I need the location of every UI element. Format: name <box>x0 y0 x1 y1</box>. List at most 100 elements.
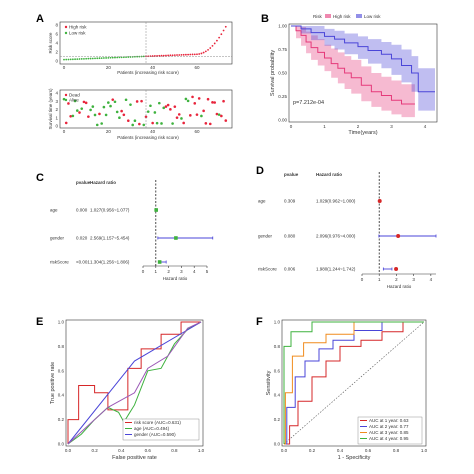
risk-score-point <box>187 53 190 56</box>
risk-score-point <box>213 42 216 45</box>
risk-score-point <box>127 56 130 58</box>
dead-point <box>78 111 81 114</box>
risk-score-point <box>105 57 108 59</box>
forest-row-hr: 1.029(0.962~1.000) <box>316 199 356 204</box>
risk-score-point <box>87 57 90 60</box>
alive-point <box>104 113 108 117</box>
risk-score-point <box>107 56 110 59</box>
b-legend-low: Low risk <box>364 14 381 19</box>
forest-row-label: riskScore <box>50 260 69 265</box>
roc-curve <box>284 321 424 445</box>
risk-score-point <box>160 54 163 57</box>
risk-score-point <box>180 53 183 56</box>
dead-point <box>169 108 172 111</box>
alive-point <box>124 98 128 102</box>
roc-legend-label: AUC at 2 year: 0.77 <box>369 424 409 429</box>
risk-score-point <box>218 36 221 39</box>
alive-point <box>162 106 166 110</box>
forest-row-hr: 1.304(1.256~1.806) <box>90 260 130 265</box>
alive-point <box>160 122 163 125</box>
roc-xtick: 1.0 <box>421 448 428 453</box>
risk-score-point <box>78 58 81 60</box>
a-top-xtick: 20 <box>106 65 112 70</box>
legend-alive-marker <box>64 98 68 102</box>
alive-point <box>153 111 157 114</box>
risk-score-point <box>100 57 103 60</box>
risk-score-point <box>98 57 101 60</box>
b-pvalue: p=7.212e-04 <box>293 100 324 106</box>
forest-row-hr: 2.569(1.157~5.454) <box>90 236 130 241</box>
risk-score-point <box>65 58 68 61</box>
b-xlabel: Time(years) <box>348 130 377 136</box>
dead-point <box>120 109 123 113</box>
risk-score-point <box>198 53 201 55</box>
a-top-xtick: 40 <box>150 65 156 70</box>
dead-point <box>224 119 228 122</box>
alive-point <box>133 119 137 123</box>
panel-label-b: B <box>261 13 269 25</box>
forest-xtick: 0 <box>361 277 364 282</box>
legend-dead-marker <box>64 93 68 97</box>
forest-header-hr: Hazard ratio <box>316 172 342 177</box>
a-bottom-ylabel: Survival time (years) <box>48 88 53 130</box>
dead-point <box>111 98 115 101</box>
alive-point <box>149 104 152 108</box>
dead-point <box>135 100 139 103</box>
dead-point <box>144 115 148 119</box>
b-xtick: 4 <box>424 124 427 129</box>
dead-point <box>140 99 143 103</box>
alive-point <box>217 113 221 116</box>
alive-point <box>109 104 112 108</box>
roc-legend-box <box>122 418 200 441</box>
risk-score-point <box>142 55 145 58</box>
forest-row-label: age <box>258 199 266 204</box>
roc-xtick: 1.0 <box>198 448 205 453</box>
b-xtick: 2 <box>357 124 360 129</box>
dead-point <box>211 101 214 104</box>
alive-point <box>146 110 150 113</box>
risk-score-point <box>207 48 209 51</box>
forest-hr-marker <box>154 208 158 212</box>
forest-row-pvalue: 0.080 <box>284 234 296 239</box>
alive-point <box>200 114 203 118</box>
forest-header-pvalue: pvalue <box>76 180 91 185</box>
dead-point <box>215 112 219 116</box>
legend-high-label: High risk <box>69 25 87 30</box>
dead-point <box>164 105 168 108</box>
dead-point <box>182 121 185 125</box>
panel-b-km-curve: 0 1 2 3 4 0.00 0.25 0.50 0.75 1.00 Time(years) Surv… <box>270 14 438 136</box>
a-top-ytick: 6 <box>55 32 58 37</box>
forest-row-label: gender <box>50 236 65 241</box>
forest-row-label: gender <box>258 234 273 239</box>
forest-header-hr: Hazard ratio <box>90 180 116 185</box>
roc-legend-label: AUC at 1 year: 0.63 <box>369 418 409 423</box>
alive-point <box>89 108 92 112</box>
risk-score-point <box>211 45 214 47</box>
legend-low-label: Low risk <box>69 31 86 36</box>
forest-row-pvalue: 0.020 <box>76 236 88 241</box>
panel-label-d: D <box>256 165 264 177</box>
risk-score-point <box>200 52 203 55</box>
risk-score-point <box>165 54 167 57</box>
risk-score-point <box>134 55 136 58</box>
alive-point <box>95 123 99 127</box>
risk-score-point <box>116 56 119 59</box>
roc-xtick: 0.4 <box>337 448 344 453</box>
dead-point <box>206 97 210 101</box>
dead-point <box>189 114 192 117</box>
roc-legend-label: age (AUC=0.494) <box>134 426 170 431</box>
forest-row-pvalue: <0.001 <box>76 260 90 265</box>
a-top-ytick: 0 <box>55 59 58 64</box>
roc-legend-box <box>357 416 423 445</box>
risk-score-point <box>224 25 227 28</box>
forest-hr-marker <box>377 199 382 203</box>
alive-point <box>75 109 79 112</box>
risk-score-point <box>96 57 99 60</box>
risk-score-point <box>109 56 112 59</box>
a-bottom-xlabel: Patients (increasing risk score) <box>117 135 179 140</box>
dead-point <box>173 105 177 108</box>
a-top-ytick: 8 <box>55 23 58 28</box>
panel-label-f: F <box>256 316 263 328</box>
roc-ytick: 0.0 <box>274 442 281 447</box>
